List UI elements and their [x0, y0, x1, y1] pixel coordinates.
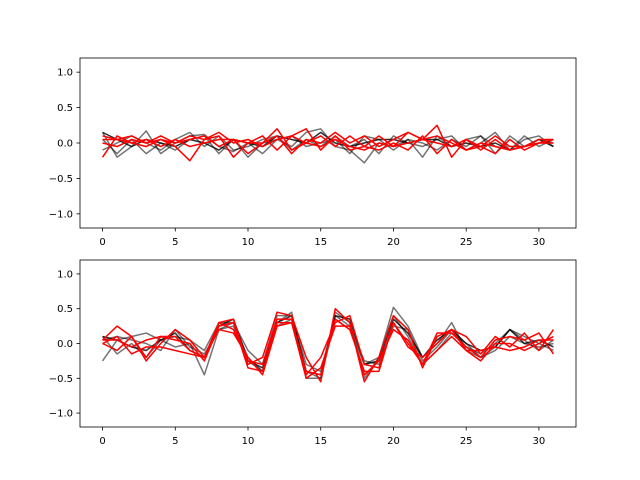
x-tick-label: 20: [387, 436, 400, 447]
y-tick-label: 0.0: [57, 339, 73, 350]
x-tick-label: 25: [460, 436, 473, 447]
y-tick-label: −0.5: [49, 374, 73, 385]
series-group: [101, 306, 555, 383]
x-tick-label: 30: [533, 237, 546, 248]
x-tick-label: 20: [387, 237, 400, 248]
y-tick-label: −1.0: [49, 409, 73, 420]
subplot-1: 0 5 10 15 20 25 30 −1.0 −0.5 0.0 0.5 1.0: [49, 57, 577, 248]
y-tick-label: 1.0: [57, 269, 73, 280]
y-tick-label: −1.0: [49, 209, 73, 220]
series-line-8: [102, 321, 554, 380]
y-tick-label: 0.5: [57, 304, 73, 315]
series-line-5: [101, 124, 554, 162]
series-line-6: [102, 314, 555, 376]
y-tick-label: 0.5: [57, 103, 73, 114]
x-tick-label: 0: [99, 237, 105, 248]
series-line-8: [102, 135, 554, 151]
x-tick-label: 25: [460, 237, 473, 248]
x-tick-label: 5: [172, 436, 178, 447]
x-tick-label: 0: [99, 436, 105, 447]
x-tick-label: 15: [314, 436, 327, 447]
x-tick-label: 10: [242, 436, 255, 447]
y-tick-label: −0.5: [49, 174, 73, 185]
x-tick-label: 30: [533, 436, 546, 447]
y-tick-label: 0.0: [57, 139, 73, 150]
y-tick-label: 1.0: [57, 68, 73, 79]
x-tick-label: 5: [172, 237, 178, 248]
x-tick-label: 15: [314, 237, 327, 248]
subplot-2: 0 5 10 15 20 25 30 −1.0 −0.5 0.0 0.5 1.0: [49, 259, 577, 447]
series-group: [101, 124, 554, 164]
x-tick-label: 10: [242, 237, 255, 248]
